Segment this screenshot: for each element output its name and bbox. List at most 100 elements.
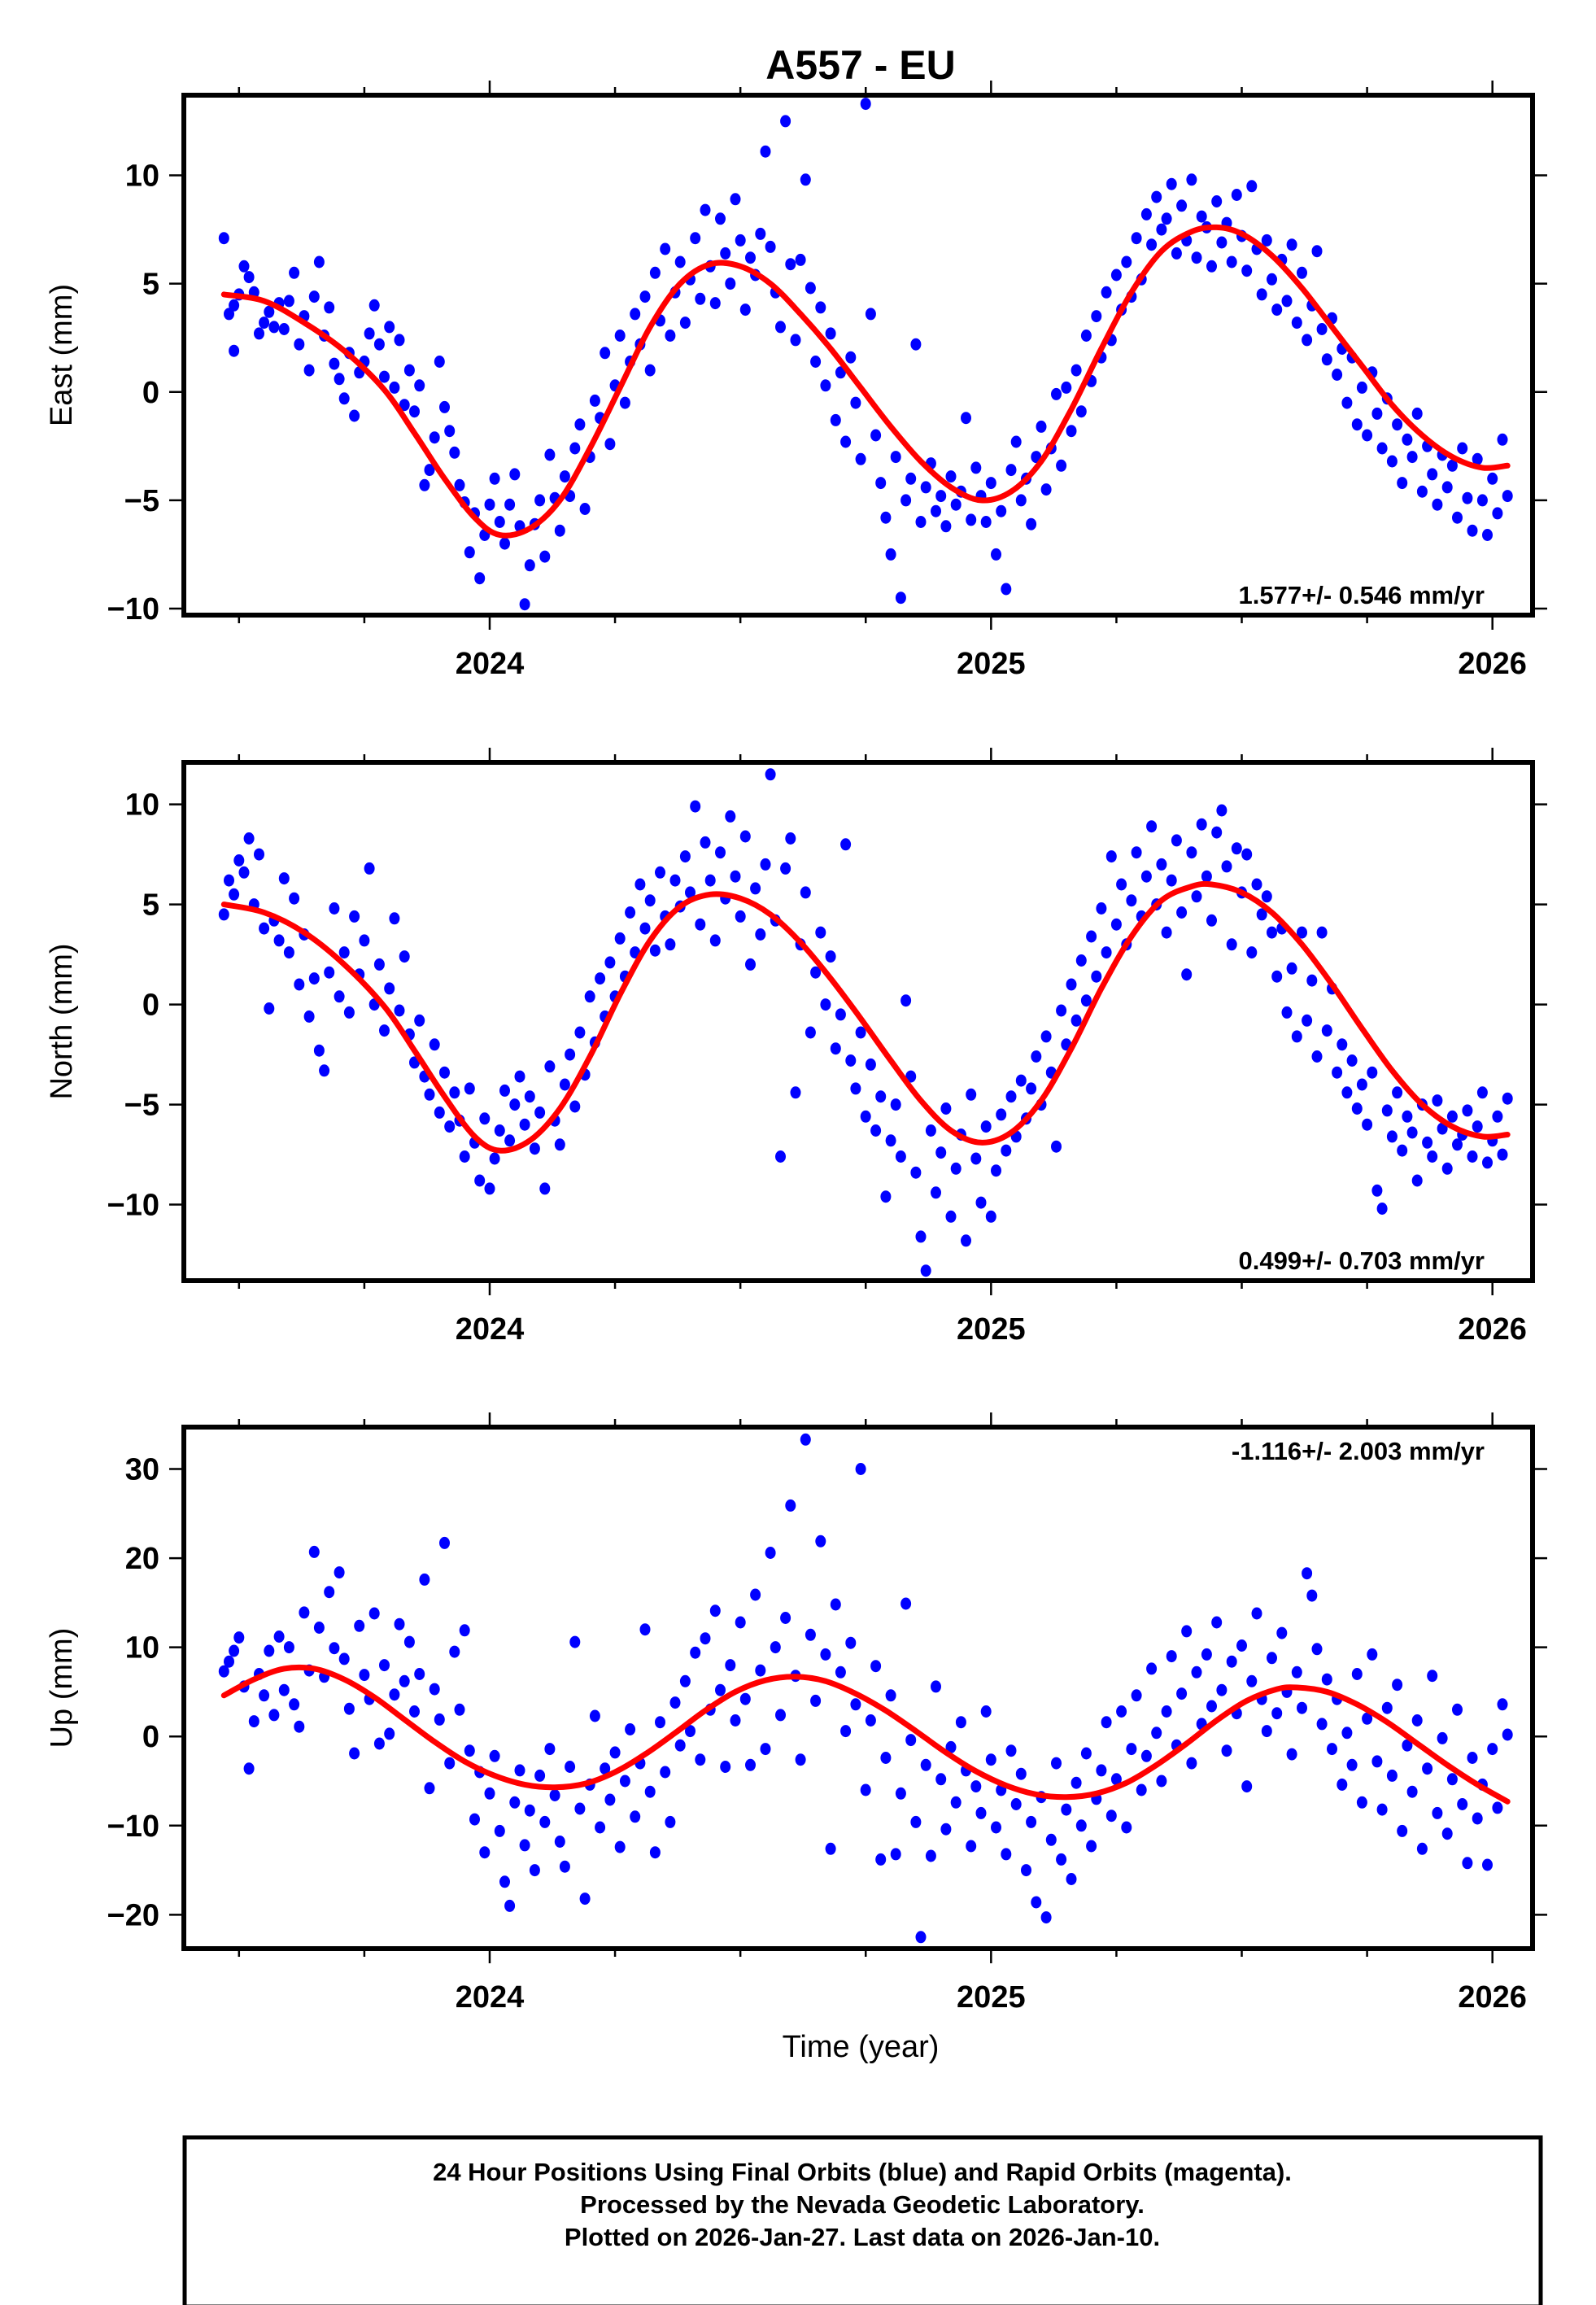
data-point (604, 438, 616, 451)
data-point (745, 958, 756, 971)
y-tick-label: 10 (125, 159, 159, 194)
data-point (459, 1624, 470, 1637)
data-point (625, 1723, 636, 1735)
data-point (905, 472, 917, 485)
data-point (313, 1044, 325, 1057)
data-point (880, 1752, 892, 1764)
footer-frame (182, 2135, 1543, 2305)
data-point (1126, 894, 1137, 907)
data-point (1241, 1780, 1253, 1793)
data-point (1376, 1803, 1388, 1816)
data-point (695, 292, 706, 305)
data-point (1211, 826, 1223, 839)
data-point (1131, 1689, 1142, 1702)
data-point (950, 1162, 962, 1175)
data-point (384, 1727, 395, 1740)
data-point (875, 477, 887, 490)
data-point (394, 1617, 405, 1631)
data-point (1321, 1024, 1332, 1037)
data-point (890, 451, 901, 464)
data-point (725, 1659, 736, 1672)
y-axis-title: North (mm) (45, 943, 79, 1099)
data-point (1026, 517, 1037, 530)
data-point (1281, 295, 1293, 308)
data-point (1196, 818, 1207, 831)
data-point (1487, 472, 1498, 485)
data-point (885, 1134, 896, 1147)
data-point (765, 1547, 776, 1559)
data-point (725, 810, 736, 823)
data-point (604, 956, 616, 969)
data-point (630, 1810, 641, 1823)
data-point (579, 503, 591, 515)
data-point (1371, 1755, 1383, 1768)
data-point (709, 934, 721, 947)
data-point (915, 1931, 927, 1944)
data-point (795, 1753, 806, 1766)
data-point (349, 409, 360, 422)
data-point (1472, 1120, 1483, 1133)
data-point (1452, 511, 1463, 524)
data-point (459, 1150, 470, 1163)
data-point (815, 301, 826, 314)
data-point (589, 394, 600, 407)
data-point (1446, 459, 1458, 472)
data-point (619, 396, 630, 409)
data-point (1462, 1104, 1473, 1117)
data-point (1086, 1840, 1097, 1853)
data-point (434, 1106, 445, 1119)
data-point (870, 429, 882, 442)
data-point (1056, 459, 1067, 472)
data-point (499, 1084, 510, 1097)
data-point (1026, 1082, 1037, 1095)
data-point (920, 1758, 931, 1771)
data-point (544, 1743, 556, 1756)
data-point (334, 1566, 345, 1579)
data-point (1332, 1066, 1343, 1079)
data-point (419, 1573, 430, 1586)
data-point (1427, 1670, 1438, 1683)
data-point (660, 242, 671, 255)
data-point (975, 1806, 987, 1819)
data-point (1267, 273, 1277, 286)
data-point (389, 1688, 400, 1701)
data-point (289, 1698, 300, 1711)
data-point (414, 1014, 425, 1027)
data-point (544, 1060, 556, 1073)
data-point (644, 1785, 656, 1798)
data-point (985, 477, 996, 490)
data-point (1362, 429, 1373, 442)
data-point (1216, 804, 1228, 817)
data-point (1206, 1700, 1217, 1713)
data-point (1176, 199, 1188, 212)
data-point (1482, 529, 1493, 541)
data-point (1206, 260, 1217, 273)
data-point (1031, 1896, 1042, 1909)
data-point (1061, 381, 1072, 394)
data-point (991, 1821, 1001, 1834)
data-point (434, 1713, 445, 1726)
data-point (569, 1100, 581, 1113)
data-point (1432, 1806, 1443, 1819)
data-point (524, 1804, 535, 1817)
data-point (1146, 820, 1158, 833)
data-point (709, 1604, 721, 1617)
data-point (278, 1683, 290, 1696)
data-point (1140, 870, 1152, 883)
data-point (830, 1042, 841, 1055)
data-point (283, 1641, 294, 1654)
data-point (368, 299, 380, 312)
up-panel: −20 −10 0 10 20 30 2024 2025 2026 Up (mm) -1.116+/… (45, 1412, 1547, 2015)
data-point (720, 247, 731, 260)
data-point (1015, 1074, 1027, 1087)
data-point (1441, 481, 1453, 494)
data-point (379, 1024, 390, 1037)
data-point (1356, 381, 1367, 394)
data-point (1221, 1744, 1232, 1757)
data-point (484, 1182, 495, 1195)
data-point (875, 1090, 887, 1103)
data-point (1452, 1703, 1463, 1716)
data-point (429, 431, 440, 444)
data-point (910, 1815, 922, 1828)
data-point (565, 1761, 576, 1773)
